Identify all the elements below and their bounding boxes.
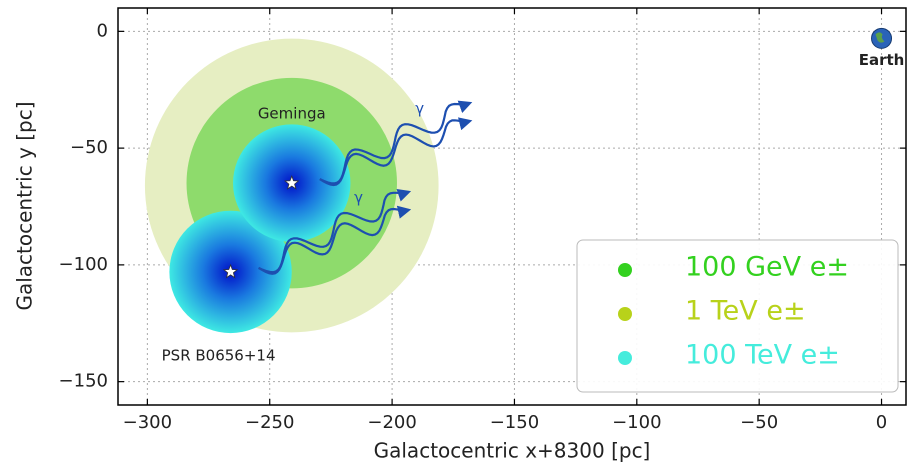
x-tick-label: −150 [490, 412, 539, 433]
gamma-label: γ [415, 100, 424, 118]
x-tick-label: −50 [740, 412, 778, 433]
legend-marker [618, 351, 632, 365]
legend-label: 1 TeV e± [685, 296, 806, 327]
legend-marker [618, 307, 632, 321]
x-tick-label: −250 [245, 412, 294, 433]
source-label: Geminga [258, 105, 326, 123]
legend-label: 100 TeV e± [685, 340, 840, 371]
earth-label: Earth [859, 51, 905, 69]
pulsar-star [284, 174, 300, 190]
y-tick-label: −100 [59, 254, 108, 275]
x-tick-label: 0 [876, 412, 887, 433]
plot-frame [117, 7, 907, 406]
x-tick-label: −100 [612, 412, 661, 433]
earth-land [875, 32, 885, 43]
pulsar-star [222, 263, 239, 279]
legend-marker [618, 263, 632, 277]
gamma-label: γ [354, 188, 363, 206]
y-tick-label: −50 [70, 137, 108, 158]
x-tick-label: −200 [367, 412, 416, 433]
legend-box [576, 239, 899, 393]
y-tick-label: −150 [59, 371, 108, 392]
x-axis-label: Galactocentric x+8300 [pc] [374, 439, 651, 463]
source-label: PSR B0656+14 [162, 346, 276, 364]
photon [258, 205, 412, 275]
x-tick-label: −300 [123, 412, 172, 433]
y-axis-label: Galactocentric y [pc] [13, 101, 37, 310]
photon [319, 117, 473, 187]
y-tick-label: 0 [97, 20, 108, 41]
legend-label: 100 GeV e± [685, 252, 849, 283]
